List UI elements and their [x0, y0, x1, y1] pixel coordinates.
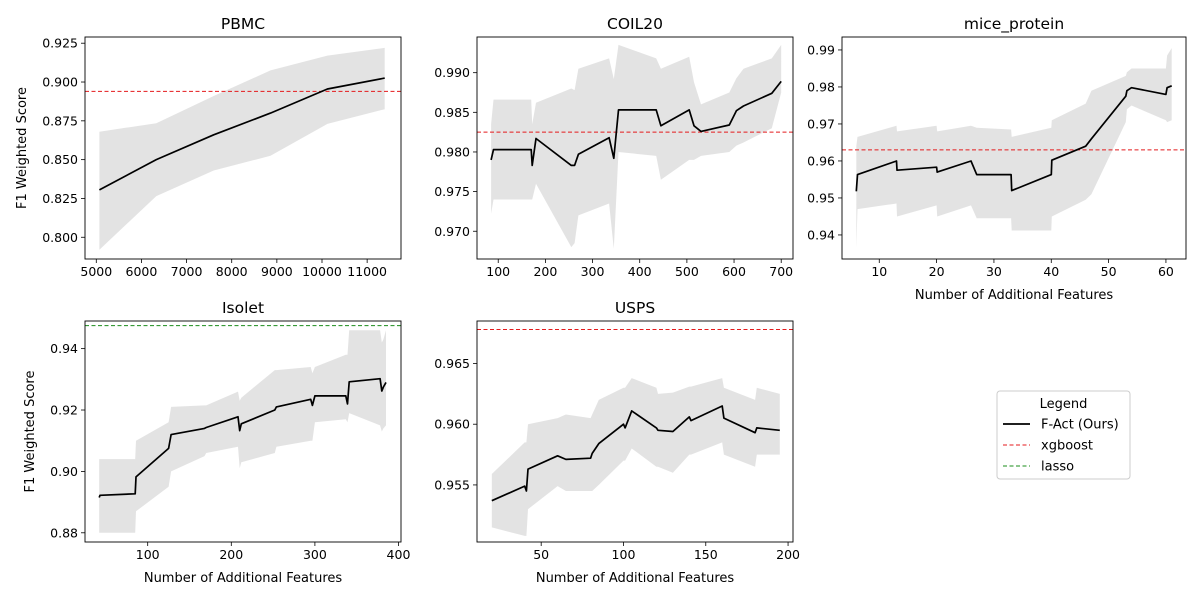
- y-tick-label: 0.955: [434, 477, 470, 492]
- plot-area: [85, 47, 401, 250]
- y-tick-label: 0.95: [807, 190, 835, 205]
- f-act-line: [99, 77, 385, 191]
- plot-area: [477, 44, 793, 249]
- x-tick-label: 600: [722, 264, 746, 279]
- y-tick-label: 0.99: [807, 42, 835, 57]
- y-tick-label: 0.980: [434, 144, 470, 159]
- y-axis-label: F1 Weighted Score: [15, 87, 30, 209]
- x-tick-label: 60: [1158, 264, 1174, 279]
- axes-frame: [84, 320, 402, 543]
- y-tick-label: 0.94: [807, 227, 835, 242]
- f-act-line: [855, 85, 1173, 192]
- x-tick-label: 10: [871, 264, 887, 279]
- y-tick-label: 0.90: [50, 464, 78, 479]
- y-tick-label: 0.900: [42, 75, 78, 90]
- y-tick-label: 0.975: [434, 184, 470, 199]
- y-tick-label: 0.970: [434, 224, 470, 239]
- x-tick-label: 700: [769, 264, 793, 279]
- y-tick-label: 0.98: [807, 79, 835, 94]
- x-tick-label: 30: [986, 264, 1002, 279]
- subplot-mice_protein: 10 20 30 40 50 60 0.94 0.95 0.96 0.97 0.98 0.99 mice…: [807, 15, 1187, 303]
- x-tick-label: 10000: [302, 264, 342, 279]
- confidence-band: [99, 330, 386, 533]
- x-tick-label: 400: [628, 264, 652, 279]
- plot-area: [842, 48, 1186, 248]
- x-tick-label: 500: [675, 264, 699, 279]
- x-tick-label: 400: [387, 547, 411, 562]
- x-tick-label: 200: [219, 547, 243, 562]
- y-tick-label: 0.985: [434, 105, 470, 120]
- y-axis-label: F1 Weighted Score: [23, 371, 38, 493]
- y-tick-label: 0.92: [50, 403, 78, 418]
- subplot-usps: 50 100 150 200 0.955 0.960 0.965 USPS Number of …: [434, 299, 800, 586]
- x-tick-label: 200: [776, 547, 800, 562]
- legend-box: Legend F-Act (Ours) xgboost lasso: [996, 390, 1131, 480]
- y-tick-label: 0.960: [434, 417, 470, 432]
- x-tick-label: 100: [486, 264, 510, 279]
- x-tick-label: 11000: [347, 264, 387, 279]
- axes-frame: [476, 36, 794, 260]
- x-axis-label: Number of Additional Features: [536, 571, 735, 586]
- x-tick-label: 20: [929, 264, 945, 279]
- subplot-title: PBMC: [221, 15, 265, 33]
- plot-area: [477, 329, 793, 536]
- y-tick-label: 0.990: [434, 65, 470, 80]
- legend-frame: [996, 390, 1131, 480]
- subplots: 5000 6000 7000 8000 9000 10000 11000 0.800 0.825…: [15, 15, 1187, 586]
- y-tick-label: 0.97: [807, 116, 835, 131]
- f-act-line: [98, 377, 387, 498]
- x-tick-label: 300: [581, 264, 605, 279]
- x-tick-label: 8000: [216, 264, 248, 279]
- subplot-pbmc: 5000 6000 7000 8000 9000 10000 11000 0.800 0.825…: [15, 15, 402, 279]
- x-tick-label: 50: [1101, 264, 1117, 279]
- confidence-band: [856, 48, 1172, 248]
- y-tick-label: 0.94: [50, 341, 78, 356]
- y-tick-label: 0.825: [42, 191, 78, 206]
- f-act-line: [490, 80, 782, 167]
- confidence-band: [491, 378, 780, 536]
- y-tick-label: 0.965: [434, 356, 470, 371]
- x-tick-label: 50: [533, 547, 549, 562]
- legend-title: Legend: [1040, 397, 1088, 412]
- x-tick-label: 100: [612, 547, 636, 562]
- x-tick-label: 7000: [171, 264, 203, 279]
- legend-label: xgboost: [1041, 439, 1093, 454]
- x-tick-label: 9000: [261, 264, 293, 279]
- y-tick-label: 0.96: [807, 153, 835, 168]
- subplot-coil20: 100 200 300 400 500 600 700 0.970 0.975 0.980 0.98…: [434, 15, 794, 279]
- x-tick-label: 40: [1043, 264, 1059, 279]
- confidence-band: [99, 47, 385, 250]
- x-axis-label: Number of Additional Features: [915, 288, 1114, 303]
- subplot-title: Isolet: [222, 299, 264, 317]
- x-tick-label: 6000: [126, 264, 158, 279]
- subplot-title: COIL20: [607, 15, 663, 33]
- f-act-line: [491, 405, 780, 502]
- axes-frame: [841, 36, 1187, 260]
- x-tick-label: 150: [694, 547, 718, 562]
- y-tick-label: 0.925: [42, 36, 78, 51]
- axes-frame: [476, 320, 794, 543]
- legend-label: lasso: [1041, 460, 1074, 475]
- confidence-band: [491, 44, 782, 249]
- x-tick-label: 300: [303, 547, 327, 562]
- y-tick-label: 0.800: [42, 230, 78, 245]
- subplot-isolet: 100 200 300 400 0.88 0.90 0.92 0.94 Isolet Number…: [23, 299, 410, 586]
- x-tick-label: 200: [533, 264, 557, 279]
- y-tick-label: 0.88: [50, 525, 78, 540]
- axes-frame: [84, 36, 402, 260]
- legend-label: F-Act (Ours): [1041, 418, 1119, 433]
- y-tick-label: 0.850: [42, 152, 78, 167]
- x-tick-label: 5000: [80, 264, 112, 279]
- plot-area: [85, 325, 401, 533]
- x-axis-label: Number of Additional Features: [144, 571, 343, 586]
- subplot-title: USPS: [615, 299, 655, 317]
- y-tick-label: 0.875: [42, 113, 78, 128]
- x-tick-label: 100: [136, 547, 160, 562]
- subplot-title: mice_protein: [964, 15, 1064, 34]
